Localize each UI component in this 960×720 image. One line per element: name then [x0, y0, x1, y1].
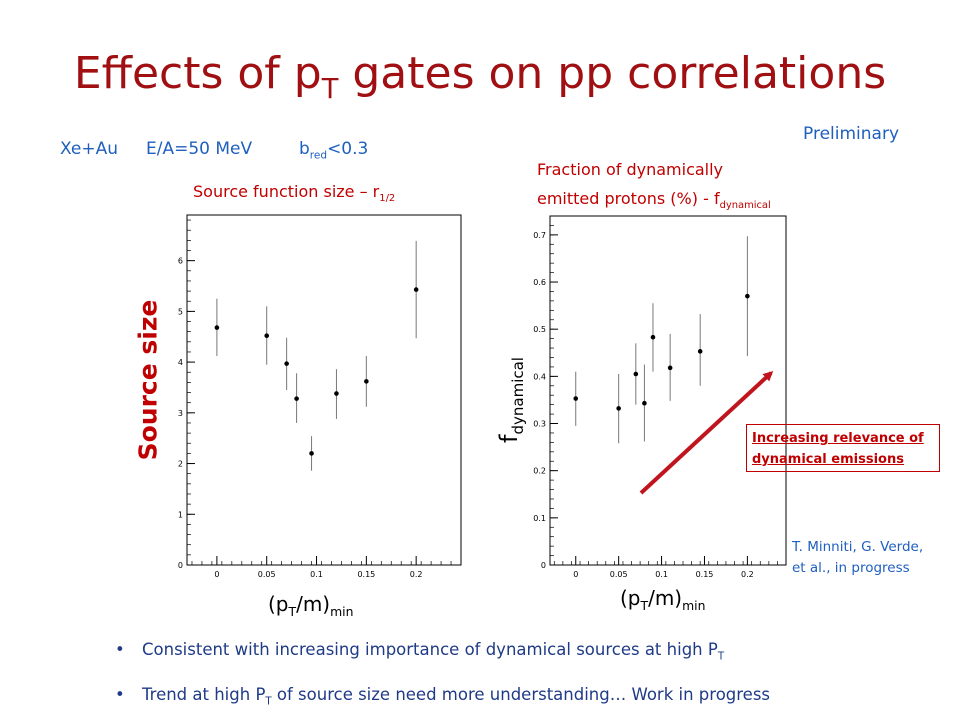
bullet-text: Consistent with increasing importance of… [142, 640, 725, 663]
source-size-plot-frame [186, 214, 462, 566]
annotation-line1: Increasing relevance of [752, 431, 924, 446]
left-plot-subtitle: Source function size – r1/2 [193, 182, 396, 205]
right-plot-subtitle-line1: Fraction of dynamically [537, 160, 724, 179]
x-tick-label: 0.1 [655, 570, 668, 579]
x-tick-label: 0 [214, 570, 219, 579]
x-tick-label: 0.05 [258, 570, 276, 579]
data-point [309, 451, 314, 456]
y-tick-label: 6 [178, 257, 183, 266]
reference-note: T. Minniti, G. Verde, et al., in progres… [792, 537, 952, 579]
data-point [294, 396, 299, 401]
y-tick-label: 5 [178, 307, 183, 316]
data-point [413, 287, 419, 292]
x-tick-label: 0.2 [410, 570, 423, 579]
y-tick-label: 1 [178, 510, 183, 519]
y-tick-label: 0.7 [533, 231, 546, 240]
annotation-line2: dynamical emissions [752, 452, 904, 467]
slide-title: Effects of pT gates on pp correlations [73, 48, 887, 105]
bullet-dot: • [115, 640, 125, 659]
data-point [650, 334, 656, 340]
data-point [667, 365, 673, 371]
y-tick-label: 0.3 [533, 420, 546, 429]
left-y-axis-label: Source size [133, 299, 163, 461]
impact-parameter-label: bred<0.3 [299, 139, 369, 162]
data-point [284, 361, 289, 366]
source-size-plot: 0 1 2 3 4 5 6 0 0.05 0.1 0.15 0.2 [178, 214, 462, 579]
preliminary-label: Preliminary [803, 124, 899, 144]
data-point [334, 391, 339, 396]
y-tick-label: 0.2 [533, 467, 546, 476]
bullet-text: Trend at high PT of source size need mor… [142, 685, 771, 708]
right-y-axis-label: fdynamical [495, 357, 527, 443]
data-point [573, 396, 579, 401]
data-point [364, 379, 369, 384]
data-point [642, 400, 647, 406]
reference-line1: T. Minniti, G. Verde, [792, 539, 924, 555]
fdynamical-plot: 0 0.1 0.2 0.3 0.4 0.5 0.6 0.7 0 0.05 0.1 0.15 0.2 [533, 215, 787, 579]
y-tick-label: 0 [541, 561, 546, 570]
right-plot-subtitle-line2: emitted protons (%) - fdynamical [537, 189, 771, 212]
system-label: Xe+Au [60, 139, 118, 159]
x-tick-label: 0.15 [357, 570, 375, 579]
data-point [264, 333, 270, 339]
data-point [745, 293, 750, 299]
y-tick-label: 0.6 [533, 278, 546, 287]
x-tick-label: 0 [573, 570, 578, 579]
x-tick-label: 0.05 [610, 570, 628, 579]
left-x-axis-label: (pT/m)min [268, 592, 354, 619]
y-tick-label: 0.4 [533, 372, 546, 381]
x-tick-label: 0.1 [310, 570, 323, 579]
data-point [214, 325, 220, 330]
bullet-dot: • [115, 685, 125, 704]
reference-line2: et al., in progress [792, 560, 910, 576]
y-tick-label: 0.1 [533, 514, 546, 523]
y-tick-label: 0 [178, 561, 183, 570]
fdynamical-plot-frame [549, 215, 787, 566]
data-point [633, 371, 639, 377]
x-tick-label: 0.15 [696, 570, 714, 579]
trend-arrow [639, 370, 774, 495]
y-tick-label: 4 [178, 358, 183, 367]
x-tick-label: 0.2 [741, 570, 754, 579]
y-tick-label: 0.5 [533, 325, 546, 334]
y-tick-label: 3 [178, 409, 183, 418]
annotation-box: Increasing relevance of dynamical emissi… [746, 424, 940, 472]
energy-label: E/A=50 MeV [146, 139, 253, 159]
right-x-axis-label: (pT/m)min [620, 586, 706, 613]
data-point [616, 406, 621, 411]
data-point [697, 349, 703, 354]
y-tick-label: 2 [178, 460, 183, 469]
